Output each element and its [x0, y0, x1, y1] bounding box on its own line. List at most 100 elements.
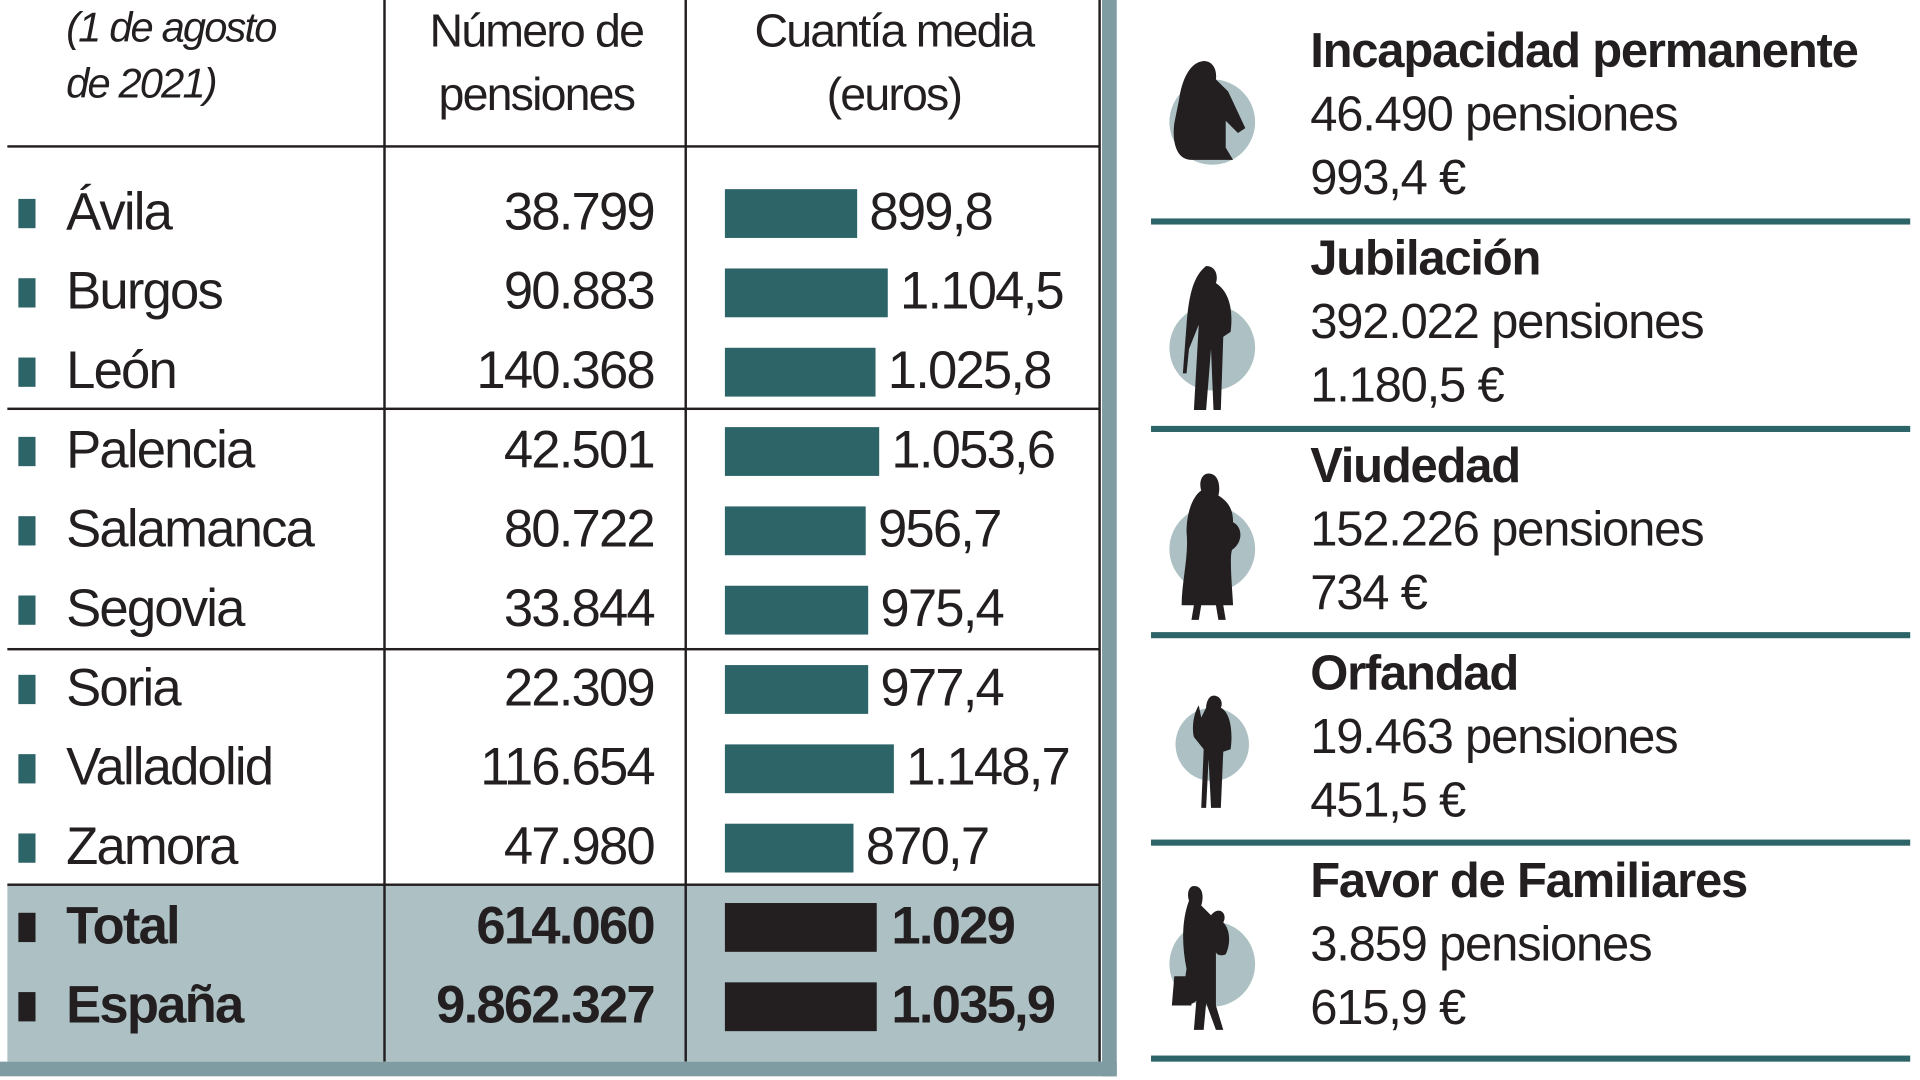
widow-icon [1169, 473, 1256, 620]
pension-count: 22.309 [503, 658, 656, 718]
total-amount: 1.035,9 [891, 976, 1056, 1035]
wheelchair-person-icon [1169, 61, 1256, 165]
pension-count: 116.654 [480, 738, 655, 797]
pension-type-count: 46.490 pensiones [1310, 87, 1678, 142]
amount-value: 899,8 [869, 183, 993, 242]
amount-bar [724, 506, 866, 556]
total-amount-bar [724, 903, 877, 952]
column-divider [684, 0, 687, 1062]
amount-bar [724, 268, 888, 318]
amount-bar [724, 189, 858, 238]
pension-type-title: Orfandad [1310, 646, 1519, 701]
province-name: Salamanca [66, 500, 315, 559]
amount-value: 1.104,5 [900, 262, 1065, 321]
section-divider [1151, 218, 1911, 225]
province-name: Soria [66, 658, 182, 718]
pension-count: 140.368 [476, 341, 655, 401]
row-marker [18, 674, 36, 705]
child-icon [1175, 695, 1249, 808]
total-amount: 1.029 [891, 896, 1015, 956]
amount-value: 977,4 [880, 658, 1004, 718]
header-count: Número de pensiones [387, 0, 686, 127]
amount-value: 870,7 [865, 817, 990, 877]
pension-type-amount: 993,4 € [1310, 151, 1466, 206]
total-count: 9.862.327 [436, 976, 656, 1035]
section-divider [1151, 1055, 1911, 1062]
date-label-line1: (1 de agosto [66, 4, 277, 52]
province-name: León [66, 341, 178, 401]
date-label: (1 de agosto de 2021) [66, 0, 277, 112]
row-marker [18, 357, 36, 387]
amount-value: 1.053,6 [891, 421, 1056, 480]
pension-count: 47.980 [503, 817, 656, 877]
section-divider [1151, 425, 1911, 432]
header-amount: Cuantía media (euros) [688, 0, 1099, 127]
pension-type-count: 392.022 pensiones [1310, 295, 1704, 350]
pension-type-title: Viudedad [1310, 439, 1521, 494]
total-marker [18, 912, 36, 943]
amount-value: 956,7 [877, 500, 1002, 559]
header-amount-line2: (euros) [826, 69, 963, 121]
pension-count: 38.799 [503, 183, 656, 242]
province-name: Segovia [66, 579, 245, 639]
header-divider [7, 145, 1100, 148]
amount-bar [724, 347, 876, 397]
pension-type-title: Jubilación [1310, 231, 1541, 286]
header-amount-line1: Cuantía media [754, 6, 1036, 58]
pension-type-amount: 1.180,5 € [1310, 358, 1504, 413]
pension-type-count: 3.859 pensiones [1310, 917, 1652, 972]
total-count: 614.060 [476, 896, 655, 956]
header-count-line1: Número de [429, 6, 644, 58]
totals-background [7, 885, 1100, 1062]
amount-bar [724, 823, 854, 873]
row-marker [18, 833, 36, 863]
pension-type-count: 152.226 pensiones [1310, 502, 1704, 557]
section-divider [1151, 632, 1911, 639]
family-icon [1169, 885, 1256, 1030]
table-border-right [1102, 0, 1117, 1077]
section-divider [1151, 839, 1911, 846]
row-marker [18, 516, 36, 546]
province-name: Palencia [66, 421, 255, 480]
row-marker [18, 436, 36, 467]
pension-count: 80.722 [503, 500, 656, 559]
column-divider [383, 0, 386, 1062]
total-marker [18, 992, 36, 1022]
pension-type-title: Favor de Familiares [1310, 854, 1748, 908]
province-name: Zamora [66, 817, 238, 877]
pension-type-count: 19.463 pensiones [1310, 710, 1678, 764]
row-marker [18, 198, 36, 229]
amount-value: 1.025,8 [887, 341, 1053, 401]
amount-value: 975,4 [880, 579, 1004, 639]
total-label: Total [66, 896, 181, 956]
group-divider [7, 407, 1100, 411]
pension-count: 33.844 [503, 579, 656, 639]
row-marker [18, 754, 36, 784]
pension-type-amount: 615,9 € [1310, 981, 1466, 1035]
header-count-line2: pensiones [438, 69, 636, 121]
group-divider [7, 647, 1100, 651]
table-border-bottom [0, 1061, 1117, 1077]
amount-bar [724, 427, 880, 476]
date-label-line2: de 2021) [66, 61, 218, 108]
amount-value: 1.148,7 [906, 738, 1071, 797]
column-divider [1098, 0, 1101, 1062]
pension-type-title: Incapacidad permanente [1310, 24, 1859, 79]
pension-count: 90.883 [503, 262, 656, 321]
row-marker [18, 278, 36, 308]
pension-type-amount: 451,5 € [1310, 773, 1466, 828]
amount-bar [724, 585, 869, 635]
total-amount-bar [724, 982, 877, 1032]
pension-type-amount: 734 € [1310, 566, 1428, 620]
province-name: Ávila [66, 183, 173, 242]
province-name: Valladolid [66, 738, 274, 797]
total-label: España [66, 976, 244, 1035]
amount-bar [724, 744, 894, 794]
group-divider [7, 883, 1100, 886]
pension-count: 42.501 [503, 421, 656, 480]
province-name: Burgos [66, 262, 224, 321]
elderly-person-icon [1169, 266, 1256, 411]
amount-bar [724, 665, 869, 714]
row-marker [18, 595, 36, 625]
